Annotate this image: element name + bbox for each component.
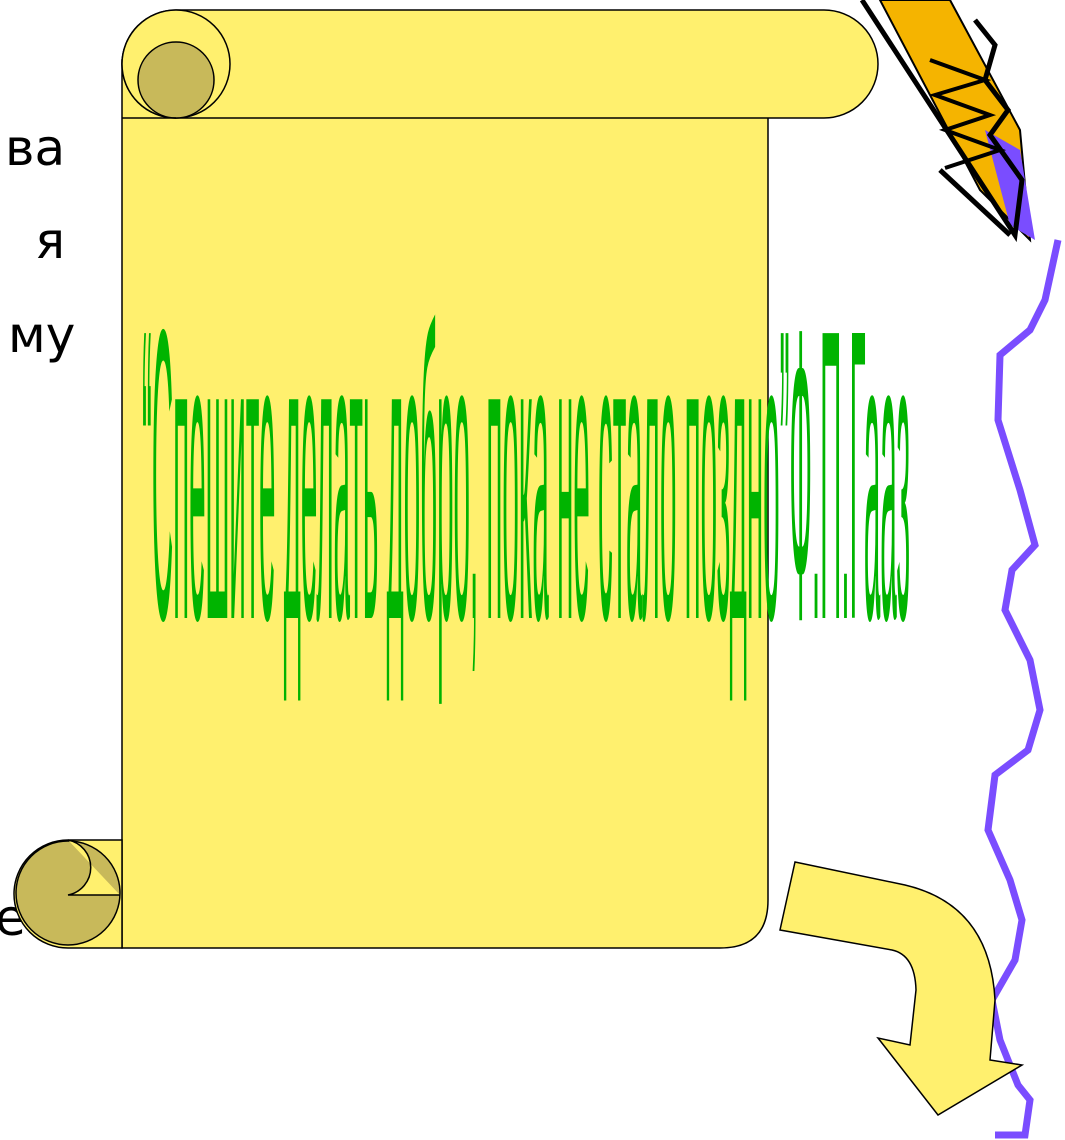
pencil-icon bbox=[859, 0, 1035, 243]
text-fragment: я bbox=[35, 212, 65, 270]
text-fragment: ва bbox=[5, 119, 65, 177]
quote: “Спешите делать добро, пока не стало поз… bbox=[142, 243, 910, 709]
scroll bbox=[13, 9, 879, 949]
text-fragment: му bbox=[8, 306, 75, 364]
zigzag-border bbox=[984, 239, 1062, 1139]
curved-arrow bbox=[779, 861, 1025, 1116]
